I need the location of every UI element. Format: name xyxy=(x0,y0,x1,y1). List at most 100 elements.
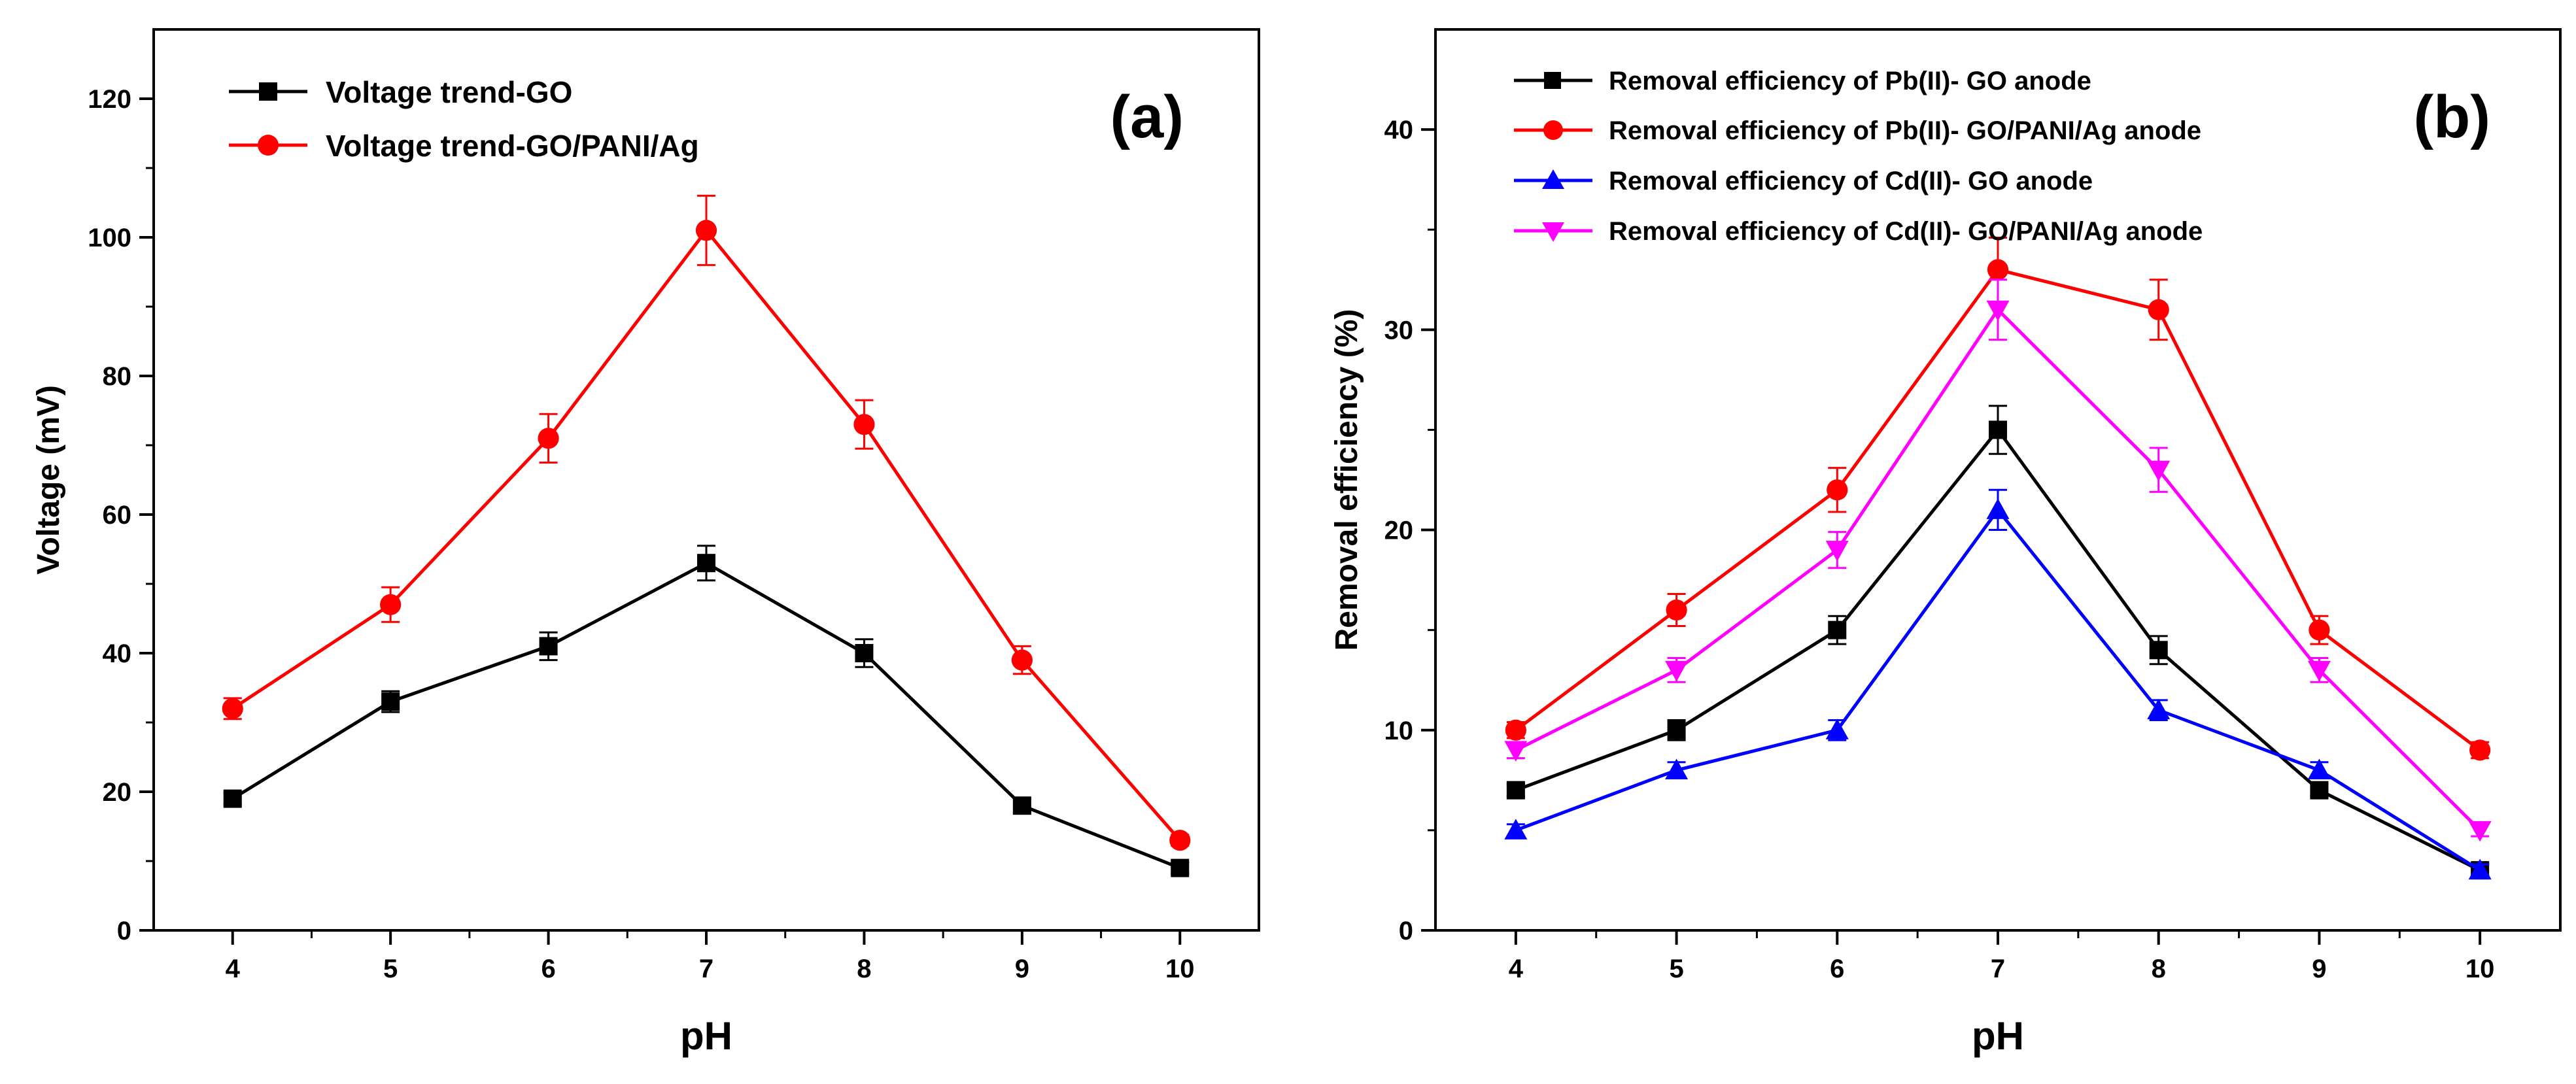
chart-a-y-axis-title: Voltage (mV) xyxy=(31,385,66,575)
chart-b-data-point xyxy=(2309,619,2330,641)
chart-a-y-tick-label: 80 xyxy=(103,362,132,391)
chart-a-legend-marker-go xyxy=(259,82,277,101)
chart-b-legend-entry-cd-gopaniag: Removal efficiency of Cd(II)- GO/PANI/Ag… xyxy=(1514,217,2203,246)
chart-a-data-point xyxy=(223,789,242,808)
chart-b-data-point xyxy=(2307,758,2331,780)
chart-b-y-tick-label: 40 xyxy=(1384,116,1414,144)
chart-a-data-point xyxy=(1171,858,1190,877)
chart-b-legend-marker-pb-go xyxy=(1544,72,1561,89)
chart-b-data-point xyxy=(1504,819,1528,839)
chart-b-data-point xyxy=(2148,299,2169,320)
chart-a-y-tick-label: 40 xyxy=(103,639,132,668)
chart-b-data-point xyxy=(1828,620,1847,639)
chart-b-x-tick-label: 8 xyxy=(2152,955,2166,983)
chart-a-y-tick-label: 60 xyxy=(103,501,132,530)
chart-a-legend-entry-gopaniag: Voltage trend-GO/PANI/Ag xyxy=(229,129,699,163)
chart-a-legend-entry-go: Voltage trend-GO xyxy=(229,75,572,109)
chart-a-x-ticks: 4 5 6 7 8 9 10 xyxy=(226,930,1195,983)
chart-b-data-point xyxy=(1987,259,2009,280)
chart-b-x-tick-label: 7 xyxy=(1991,955,2005,983)
chart-b-y-tick-label: 20 xyxy=(1384,517,1414,545)
chart-a-panel-label: (a) xyxy=(1110,84,1184,150)
chart-b-legend-entry-pb-go: Removal efficiency of Pb(II)- GO anode xyxy=(1514,67,2091,95)
chart-a-y-tick-label: 100 xyxy=(88,224,131,252)
chart-b-legend-marker-pb-gopaniag xyxy=(1543,120,1563,140)
chart-b-series-1 xyxy=(1505,236,2491,761)
chart-b-data-point xyxy=(1665,660,1689,682)
chart-b-legend-entry-cd-go: Removal efficiency of Cd(II)- GO anode xyxy=(1514,167,2093,195)
chart-a-x-tick-label: 5 xyxy=(383,955,398,983)
chart-b-x-ticks: 4 5 6 7 8 9 10 xyxy=(1509,930,2495,983)
chart-b-x-tick-label: 10 xyxy=(2465,955,2495,983)
chart-b-data-point xyxy=(1665,758,1689,780)
chart-b-data-point xyxy=(1989,420,2007,439)
chart-a-data-point xyxy=(853,414,875,435)
chart-a-x-tick-label: 9 xyxy=(1015,955,1029,983)
chart-b-data-point xyxy=(1825,719,1849,739)
chart-b-data-point xyxy=(2468,858,2492,880)
chart-b-legend-label-pb-go: Removal efficiency of Pb(II)- GO anode xyxy=(1609,67,2091,95)
chart-b-legend-marker-cd-gopaniag xyxy=(1542,222,1564,242)
chart-a-data-point xyxy=(855,644,874,662)
chart-a-legend-marker-gopaniag xyxy=(258,135,279,156)
chart-a-series-0 xyxy=(223,545,1190,877)
chart-b-y-tick-label: 30 xyxy=(1384,316,1414,345)
chart-b-data-point xyxy=(1666,599,1687,621)
chart-a-y-ticks: 0 20 40 60 80 100 120 xyxy=(88,85,154,945)
chart-a-data-point xyxy=(1169,830,1191,851)
chart-b-data-point xyxy=(1986,498,2010,519)
chart-a-data-point xyxy=(1011,649,1033,671)
chart-a-x-tick-label: 7 xyxy=(699,955,713,983)
chart-b-data-point xyxy=(2307,660,2331,682)
chart-b-data-point xyxy=(1827,479,1848,501)
chart-a-data-point xyxy=(697,554,715,573)
chart-b-legend-marker-cd-go xyxy=(1542,169,1564,189)
chart-b-y-tick-label: 10 xyxy=(1384,717,1414,745)
chart-b-panel-label: (b) xyxy=(2414,84,2490,150)
chart-b-data-point xyxy=(2149,641,2168,660)
chart-a-x-tick-label: 8 xyxy=(857,955,871,983)
chart-b-data-point xyxy=(2147,698,2171,720)
chart-a-data-point xyxy=(381,692,400,711)
chart-b-series xyxy=(1504,236,2492,880)
chart-b-data-point xyxy=(1667,720,1686,739)
chart-b-data-point xyxy=(1504,741,1528,762)
chart-a-series xyxy=(222,194,1191,877)
chart-b-data-point xyxy=(1505,719,1526,741)
chart-a-data-point xyxy=(695,220,717,241)
chart-a-series-1 xyxy=(222,194,1191,851)
chart-b-x-tick-label: 6 xyxy=(1830,955,1844,983)
chart-b-series-3 xyxy=(1504,279,2492,842)
chart-b-legend-label-cd-go: Removal efficiency of Cd(II)- GO anode xyxy=(1609,167,2093,195)
chart-b-data-point xyxy=(2310,781,2329,800)
chart-a-x-tick-label: 10 xyxy=(1165,955,1195,983)
chart-a-y-tick-label: 20 xyxy=(103,778,132,807)
chart-b-data-point xyxy=(2469,739,2491,761)
chart-b-x-tick-label: 9 xyxy=(2312,955,2326,983)
chart-b-data-point xyxy=(1825,541,1849,562)
chart-a-x-axis-title: pH xyxy=(680,1014,732,1058)
chart-b-y-axis-title: Removal efficiency (%) xyxy=(1330,309,1364,651)
chart-b-data-point xyxy=(2468,821,2492,842)
chart-b-series-2 xyxy=(1504,488,2492,880)
chart-b-data-point xyxy=(1506,781,1525,800)
chart-b-data-point xyxy=(1986,300,2010,322)
chart-a: 0 20 40 60 80 100 120 4 5 6 7 8 9 10 (a) pH Voltage … xyxy=(31,28,1260,1058)
chart-a-data-point xyxy=(538,428,559,449)
chart-a-legend: Voltage trend-GO Voltage trend-GO/PANI/A… xyxy=(229,75,699,163)
chart-b-y-tick-label: 0 xyxy=(1399,917,1413,945)
chart-a-y-tick-label: 120 xyxy=(88,85,131,114)
chart-b-x-axis-title: pH xyxy=(1972,1014,2024,1058)
chart-b-y-ticks: 0 10 20 30 40 xyxy=(1384,116,1435,945)
chart-b-x-tick-label: 5 xyxy=(1669,955,1683,983)
chart-a-data-point xyxy=(539,637,558,656)
chart-b-legend: Removal efficiency of Pb(II)- GO anode R… xyxy=(1514,67,2203,246)
chart-a-data-point xyxy=(222,698,243,719)
chart-b-legend-label-cd-gopaniag: Removal efficiency of Cd(II)- GO/PANI/Ag… xyxy=(1609,217,2203,246)
chart-a-x-tick-label: 4 xyxy=(226,955,241,983)
chart-a-legend-label-go: Voltage trend-GO xyxy=(326,75,572,109)
chart-b: 0 10 20 30 40 4 5 6 7 8 9 10 (b) pH Removal effici… xyxy=(1330,28,2562,1058)
chart-b-legend-label-pb-gopaniag: Removal efficiency of Pb(II)- GO/PANI/Ag… xyxy=(1609,116,2201,145)
